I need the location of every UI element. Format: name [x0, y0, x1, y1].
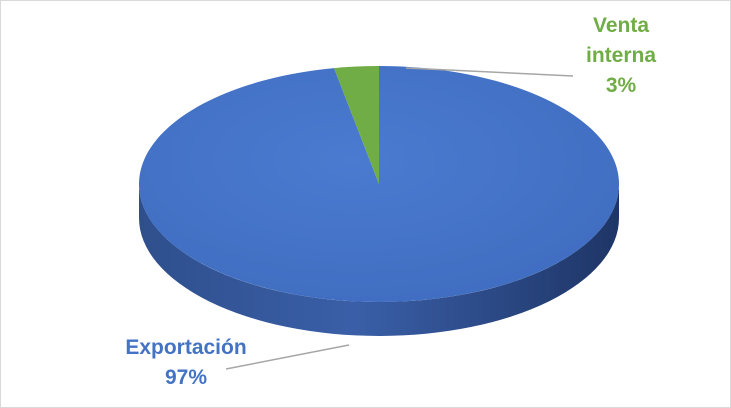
data-label-venta-line2: interna: [585, 44, 656, 67]
data-label-exportacion: Exportación 97%: [101, 333, 271, 393]
data-label-venta-line1: Venta: [592, 14, 650, 37]
data-label-exportacion-pct: 97%: [164, 366, 208, 389]
pie-slice-venta-interna: [334, 66, 379, 184]
leader-line-venta: [405, 67, 574, 77]
data-label-venta-pct: 3%: [605, 74, 637, 97]
data-label-exportacion-name: Exportación: [125, 336, 247, 359]
data-label-venta-interna: Venta interna 3%: [561, 11, 681, 101]
pie-slice-exportaci-n: [138, 66, 619, 302]
pie-side-wall: [139, 184, 619, 336]
leader-line-exportacion: [225, 344, 350, 370]
